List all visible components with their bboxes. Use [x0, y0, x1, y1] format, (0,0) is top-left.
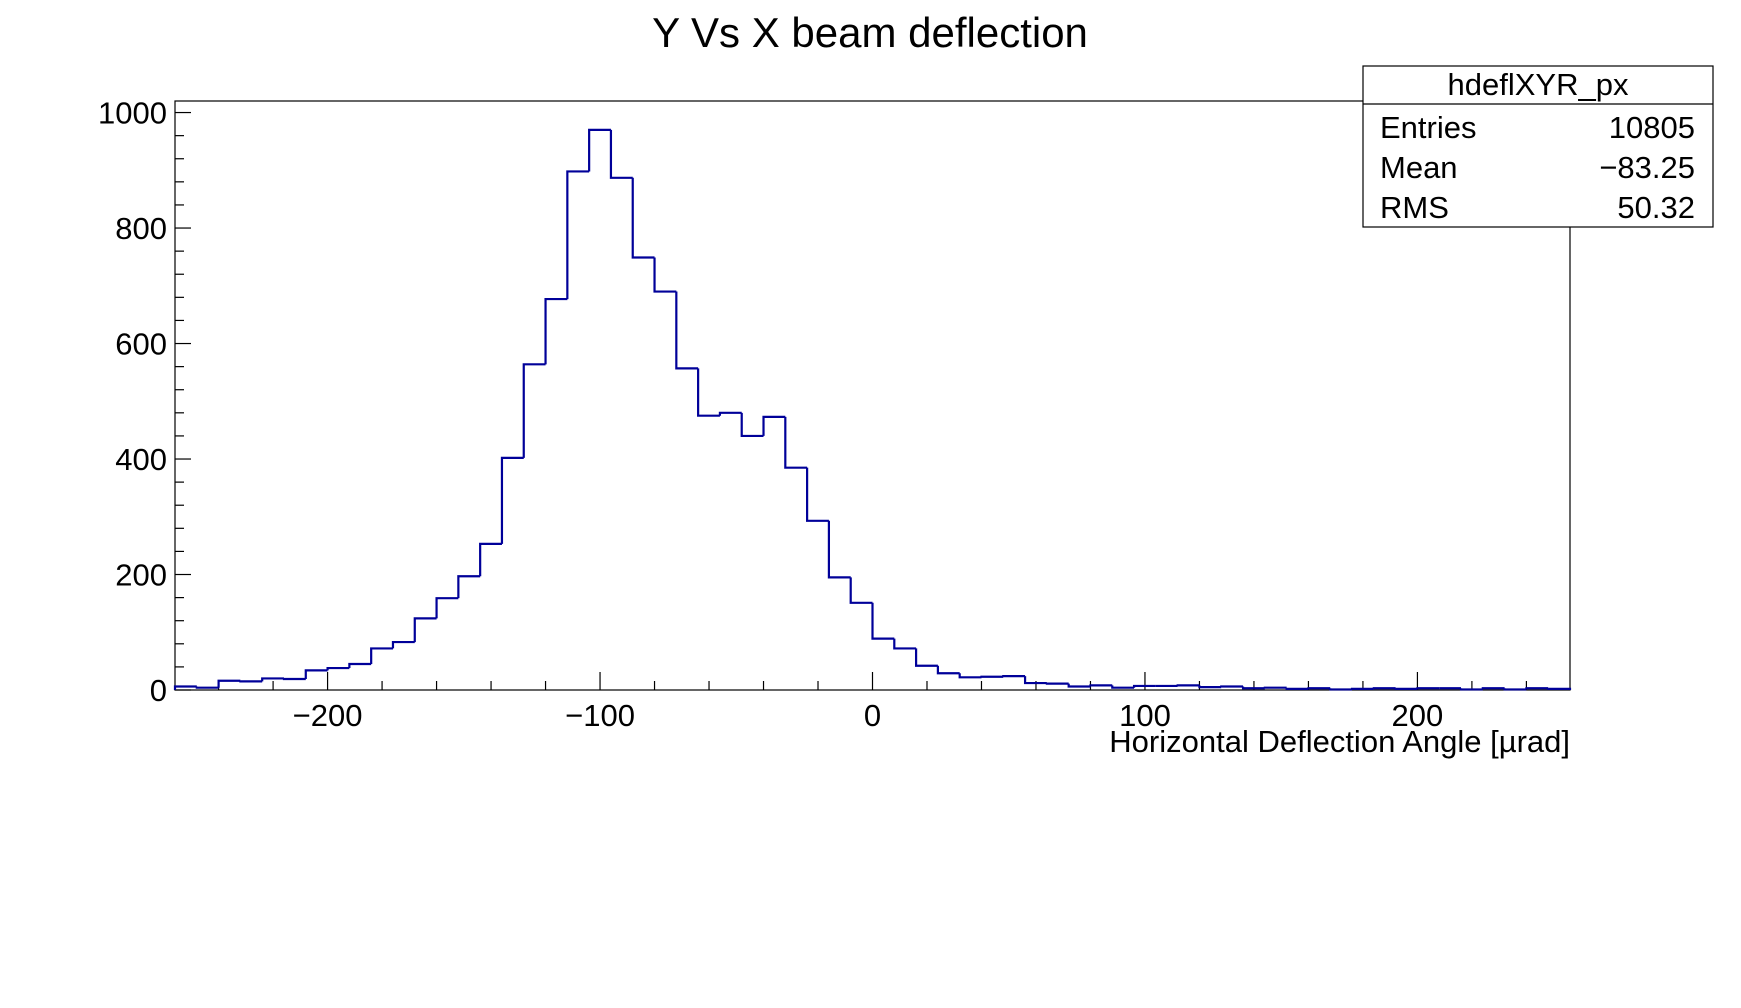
histogram-bin	[217, 679, 241, 688]
histogram-bin	[740, 412, 764, 438]
histogram-bin	[522, 363, 546, 458]
stats-box-frame	[1362, 65, 1714, 228]
histogram-bin	[784, 416, 808, 469]
histogram-bin	[1176, 684, 1200, 687]
histogram-bin	[980, 675, 1004, 678]
histogram-bin	[1023, 676, 1047, 685]
histogram-bin	[370, 647, 393, 665]
stats-entries-label: Entries	[1380, 110, 1476, 145]
histogram-bin	[282, 677, 306, 681]
x-tick-label: −100	[565, 698, 635, 733]
histogram-bin	[958, 673, 982, 679]
stats-rms-label: RMS	[1380, 190, 1449, 225]
y-tick-label: 0	[150, 673, 167, 708]
histogram-bin	[195, 686, 219, 689]
histogram-bin	[1241, 686, 1265, 690]
histogram-bin	[697, 368, 720, 417]
histogram-bin	[936, 665, 960, 675]
histogram-bin	[1285, 687, 1309, 690]
stats-box-title: hdeflXYR_px	[1448, 67, 1629, 102]
histogram-bin	[1416, 687, 1440, 690]
histogram-bin	[1198, 685, 1222, 689]
histogram-bin	[1350, 687, 1374, 690]
histogram-bin	[261, 677, 284, 682]
histogram-bin	[1329, 688, 1353, 691]
chart-title: Y Vs X beam deflection	[652, 9, 1088, 56]
histogram-bin	[1111, 685, 1135, 689]
y-tick-label: 1000	[98, 96, 167, 131]
histogram-bin	[806, 467, 829, 522]
histogram-bin	[1220, 685, 1244, 688]
stats-rms-value: 50.32	[1617, 190, 1695, 225]
histogram-bin	[1089, 684, 1113, 687]
stats-mean-value: −83.25	[1599, 150, 1695, 185]
histogram-bin	[173, 685, 197, 690]
x-axis-label: Horizontal Deflection Angle [µrad]	[1109, 724, 1570, 759]
plot-frame	[174, 100, 1571, 691]
stats-mean-label: Mean	[1380, 150, 1458, 185]
stats-box: hdeflXYR_px Entries 10805 Mean −83.25 RM…	[1362, 65, 1714, 228]
histogram-bin	[1481, 687, 1505, 690]
y-tick-label: 400	[115, 442, 167, 477]
histogram-bin	[631, 177, 655, 259]
histogram-bin	[1132, 684, 1156, 688]
x-tick-label: −200	[293, 698, 363, 733]
histogram-bin	[1503, 688, 1527, 691]
histogram-bin	[1263, 686, 1287, 689]
histogram-bin	[588, 128, 611, 172]
histogram-bin	[1394, 687, 1418, 690]
histogram-bin	[675, 291, 699, 370]
histogram-bin	[479, 542, 502, 577]
histogram-bin	[500, 456, 524, 544]
histogram-bin	[1307, 687, 1331, 690]
histogram-bin	[326, 666, 350, 671]
histogram-bin	[348, 662, 372, 669]
histogram-bin	[762, 415, 786, 436]
x-tick-label: 0	[864, 698, 881, 733]
x-tick-label: 100	[1119, 698, 1171, 733]
histogram-bin	[391, 640, 415, 649]
histogram-bin	[893, 638, 917, 650]
histogram-bin	[1045, 682, 1069, 685]
stats-entries-value: 10805	[1609, 110, 1695, 145]
histogram-bin	[914, 648, 938, 667]
histogram-bin	[435, 597, 459, 619]
x-tick-label: 200	[1392, 698, 1444, 733]
histogram-bin	[1525, 687, 1549, 690]
histogram-bin	[413, 617, 437, 643]
histogram-bin	[609, 129, 633, 179]
histogram-bin	[871, 602, 895, 640]
histogram-bin	[566, 170, 590, 300]
histogram-bin	[304, 669, 328, 680]
y-tick-label: 200	[115, 558, 167, 593]
histogram-bin	[849, 577, 873, 604]
histogram-bin	[1547, 687, 1572, 690]
y-tick-label: 600	[115, 327, 167, 362]
histogram-bin	[239, 680, 263, 683]
histogram-bin	[718, 411, 742, 416]
histogram-bin	[1372, 687, 1396, 690]
histogram-bin	[653, 257, 677, 293]
y-tick-label: 800	[115, 211, 167, 246]
histogram-bin	[1067, 683, 1091, 688]
histogram-bin	[827, 520, 851, 579]
histogram-bin	[1002, 675, 1026, 678]
histogram-bin	[1459, 688, 1483, 691]
histogram-bin	[544, 297, 568, 365]
histogram-bin	[457, 575, 481, 599]
